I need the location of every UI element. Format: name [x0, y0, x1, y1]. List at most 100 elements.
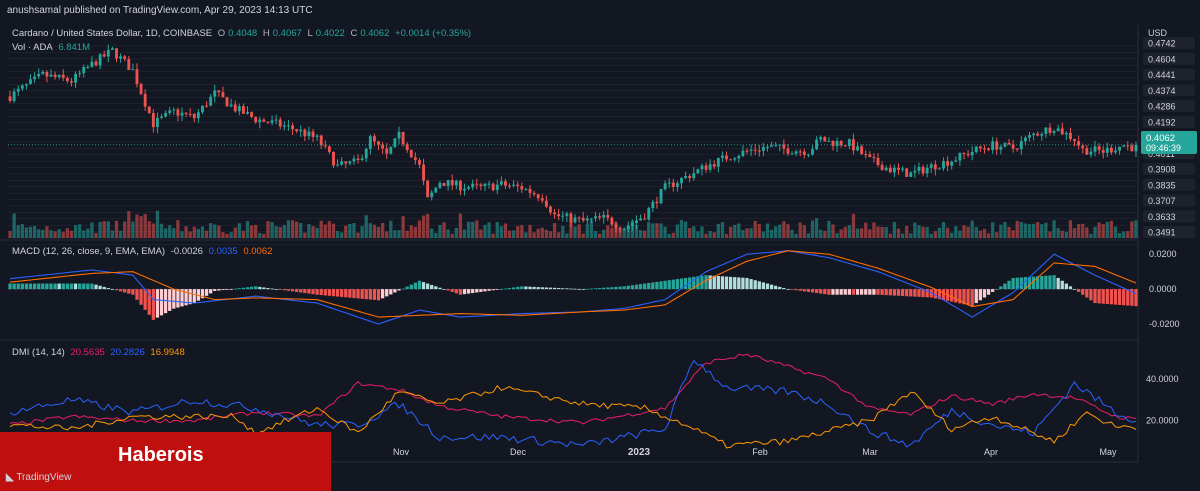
volume-bar: [159, 223, 164, 238]
volume-bar: [872, 222, 876, 238]
macd-histogram-bar: [765, 283, 770, 290]
volume-bar: [585, 224, 589, 238]
macd-histogram-bar: [966, 289, 970, 306]
candle-body: [553, 212, 557, 215]
candle-body: [241, 106, 245, 114]
candle-body: [413, 157, 417, 161]
volume-bar: [307, 224, 311, 238]
volume-bar: [659, 223, 663, 238]
candle-body: [839, 141, 843, 146]
candle-body: [229, 104, 233, 107]
close-label: C: [350, 28, 358, 39]
macd-histogram-bar: [663, 280, 667, 290]
candle-body: [737, 155, 741, 159]
macd-histogram-bar: [307, 289, 311, 294]
macd-histogram-bar: [577, 288, 581, 290]
volume-bar: [679, 220, 684, 238]
dmi-plus-line: [9, 353, 1137, 425]
macd-histogram-bar: [1027, 276, 1032, 290]
macd-histogram-bar: [749, 279, 753, 290]
volume-bar: [303, 232, 307, 238]
volume-bar: [774, 226, 778, 238]
candle-body: [1060, 128, 1064, 135]
macd-signal-line: [9, 250, 1137, 318]
candle-body: [581, 217, 585, 221]
volume-bar: [552, 223, 557, 238]
volume-bar: [888, 233, 892, 238]
macd-histogram-bar: [311, 289, 315, 295]
volume-bar: [692, 226, 696, 238]
macd-histogram-bar: [1134, 289, 1138, 307]
volume-bar: [503, 223, 508, 238]
volume-bar: [688, 228, 692, 238]
macd-histogram-bar: [565, 288, 569, 290]
price-label: 0.4604: [1148, 54, 1176, 64]
candle-body: [282, 125, 286, 127]
volume-legend: Vol · ADA 6.841M: [12, 42, 93, 53]
volume-bar: [495, 222, 499, 238]
macd-histogram-bar: [1126, 289, 1130, 306]
candle-body: [426, 180, 430, 198]
macd-histogram-bar: [884, 289, 888, 296]
volume-bar: [315, 227, 319, 238]
volume-bar: [528, 224, 532, 238]
macd-histogram-bar: [61, 283, 65, 290]
volume-bar: [1109, 220, 1114, 238]
candle-body: [323, 145, 327, 147]
volume-bar: [405, 230, 409, 238]
candle-body: [127, 59, 131, 70]
dmi-axis-label: 20.0000: [1146, 416, 1179, 426]
volume-bar: [802, 225, 806, 238]
volume-bar: [769, 229, 774, 238]
volume-bar: [737, 223, 741, 238]
volume-bar: [970, 220, 974, 238]
symbol-title: Cardano / United States Dollar, 1D, COIN…: [12, 28, 213, 39]
volume-bar: [708, 231, 712, 238]
macd-histogram-bar: [123, 289, 127, 293]
macd-value: -0.0026: [170, 246, 203, 257]
candle-body: [811, 149, 814, 155]
volume-bar: [794, 233, 798, 238]
macd-histogram-bar: [692, 276, 696, 290]
macd-histogram-bar: [94, 284, 98, 290]
macd-histogram-bar: [585, 288, 589, 290]
candle-body: [1101, 150, 1105, 153]
candle-body: [192, 113, 196, 119]
candle-body: [786, 148, 790, 154]
macd-histogram-bar: [192, 289, 196, 304]
candle-body: [577, 217, 581, 219]
volume-bar: [573, 226, 577, 238]
macd-histogram-bar: [548, 287, 553, 290]
candle-body: [499, 181, 503, 185]
volume-bar: [127, 211, 131, 238]
volume-bar: [139, 216, 143, 238]
candle-body: [860, 146, 864, 155]
volume-bar: [1126, 231, 1130, 238]
macd-histogram-bar: [855, 289, 860, 295]
macd-histogram-bar: [466, 289, 471, 294]
macd-histogram-bar: [131, 289, 135, 295]
candle-body: [688, 175, 692, 179]
macd-histogram-bar: [892, 289, 897, 296]
volume-bar: [986, 233, 991, 238]
macd-histogram-bar: [217, 289, 221, 291]
volume-bar: [745, 228, 749, 238]
macd-histogram-bar: [188, 289, 192, 305]
macd-histogram-bar: [430, 284, 434, 290]
candle-body: [401, 131, 405, 145]
candle-body: [1023, 137, 1027, 142]
candle-body: [901, 168, 905, 170]
candle-body: [991, 141, 995, 150]
macd-histogram-bar: [413, 282, 418, 290]
low-label: L: [307, 28, 313, 39]
candle-body: [806, 154, 810, 156]
candle-body: [626, 225, 630, 230]
volume-bar: [1044, 222, 1048, 238]
volume-bar: [69, 230, 74, 238]
volume-bar: [1027, 224, 1032, 238]
volume-bar: [651, 223, 655, 238]
macd-histogram-bar: [712, 275, 716, 290]
candle-body: [798, 151, 802, 153]
candle-body: [606, 214, 610, 218]
